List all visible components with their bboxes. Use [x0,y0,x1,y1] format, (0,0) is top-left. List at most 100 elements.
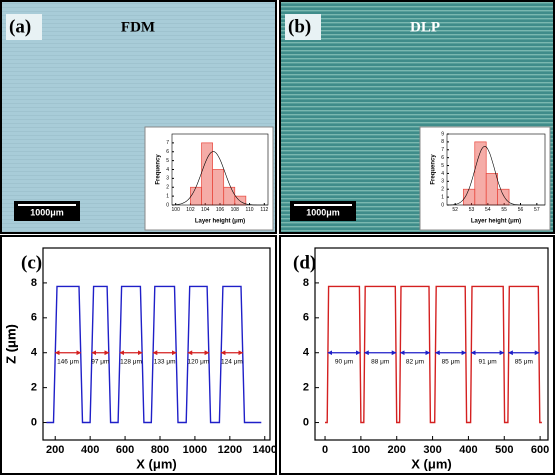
x-tick-label: 600 [531,444,549,456]
y-tick-label: 4 [31,347,38,359]
y-tick-label: 5 [441,163,444,169]
x-tick-label: 300 [423,444,441,456]
width-label: 91 μm [478,358,496,365]
y-tick-label: 8 [31,277,37,289]
y-tick-label: 0 [303,416,309,428]
y-tick-label: 7 [166,140,169,146]
y-tick-label: 0 [31,416,37,428]
label-box [6,14,42,40]
plot-frame [171,133,269,206]
y-tick-label: 1 [166,193,169,199]
y-axis-label: Frequency [431,154,437,185]
panel-frame [279,235,555,475]
bar [485,173,498,206]
y-tick-label: 2 [31,382,37,394]
x-tick-label: 200 [388,444,406,456]
x-tick-label: 55 [501,207,507,213]
bar [201,142,213,206]
x-tick-label: 56 [518,207,524,213]
width-label: 82 μm [406,358,424,365]
y-axis-label: Z (μm) [3,324,18,364]
x-tick-label: 106 [216,207,225,213]
x-tick-label: 52 [452,207,458,213]
label-box [285,14,321,40]
y-axis-label: Z (μm) [3,324,18,364]
x-axis-label: X (μm) [411,456,451,471]
y-tick-label: 8 [303,277,309,289]
x-tick-label: 1000 [183,444,207,456]
width-label: 133 μm [154,358,176,365]
y-tick-label: 4 [441,171,444,177]
x-tick-label: 102 [186,207,195,213]
x-tick-label: 800 [151,444,169,456]
y-tick-label: 2 [303,382,309,394]
y-tick-label: 0 [166,202,169,208]
x-tick-label: 112 [260,207,268,213]
x-tick-label: 200 [46,444,64,456]
y-tick-label: 6 [441,155,444,161]
panel-title: FDM [121,19,155,35]
width-label: 124 μm [221,358,243,365]
x-tick-label: 57 [534,207,540,213]
y-tick-label: 0 [441,202,444,208]
y-tick-label: 8 [441,139,444,145]
x-tick-label: 110 [246,207,254,213]
y-tick-label: 6 [303,312,309,324]
x-axis-label: Layer height (μm) [195,219,245,225]
panel-label: (b) [288,16,311,37]
width-label: 128 μm [120,358,142,365]
width-label: 88 μm [371,358,389,365]
scale-bar-label: 1000μm [30,207,64,217]
plot-frame [446,133,546,206]
y-tick-label: 3 [166,176,169,182]
panel-label: (c) [21,252,42,273]
y-tick-label: 2 [441,187,444,193]
x-tick-label: 0 [322,444,328,456]
x-tick-label: 500 [495,444,513,456]
profile-line [46,285,262,424]
y-axis-label: Frequency [156,154,162,185]
x-tick-label: 400 [81,444,99,456]
x-tick-label: 108 [231,207,240,213]
panel-label: (a) [9,16,31,37]
x-tick-label: 104 [201,207,210,213]
y-tick-label: 4 [303,347,310,359]
width-label: 85 μm [515,358,533,365]
width-label: 120 μm [188,358,210,365]
scale-bar-label: 1000μm [306,207,340,217]
profile-line [325,285,542,424]
width-label: 97 μm [91,358,109,365]
width-label: 85 μm [442,358,460,365]
x-tick-label: 100 [172,207,181,213]
width-label: 90 μm [335,358,353,365]
x-tick-label: 53 [469,207,475,213]
y-tick-label: 7 [441,147,444,153]
bar [212,169,225,206]
y-tick-label: 3 [441,179,444,185]
plot-frame [42,247,271,441]
x-tick-label: 100 [352,444,370,456]
y-tick-label: 5 [166,158,169,164]
inset-box [144,126,274,231]
x-axis-label: Layer height (μm) [471,219,521,225]
x-axis-label: X (μm) [136,456,176,471]
panel-label: (d) [293,252,316,273]
bar [497,188,510,206]
panel-title: DLP [410,19,440,35]
x-tick-label: 600 [116,444,134,456]
plot-frame [314,247,549,441]
y-tick-label: 1 [441,194,444,200]
width-label: 146 μm [57,358,79,365]
y-tick-label: 9 [441,131,444,137]
bar [190,186,202,206]
x-tick-label: 400 [459,444,477,456]
x-tick-label: 1200 [218,444,242,456]
x-tick-label: 1400 [253,444,277,456]
y-tick-label: 4 [166,167,169,173]
y-tick-label: 2 [166,185,169,191]
x-tick-label: 54 [485,207,491,213]
y-tick-label: 6 [31,312,37,324]
panel-frame [0,235,277,475]
